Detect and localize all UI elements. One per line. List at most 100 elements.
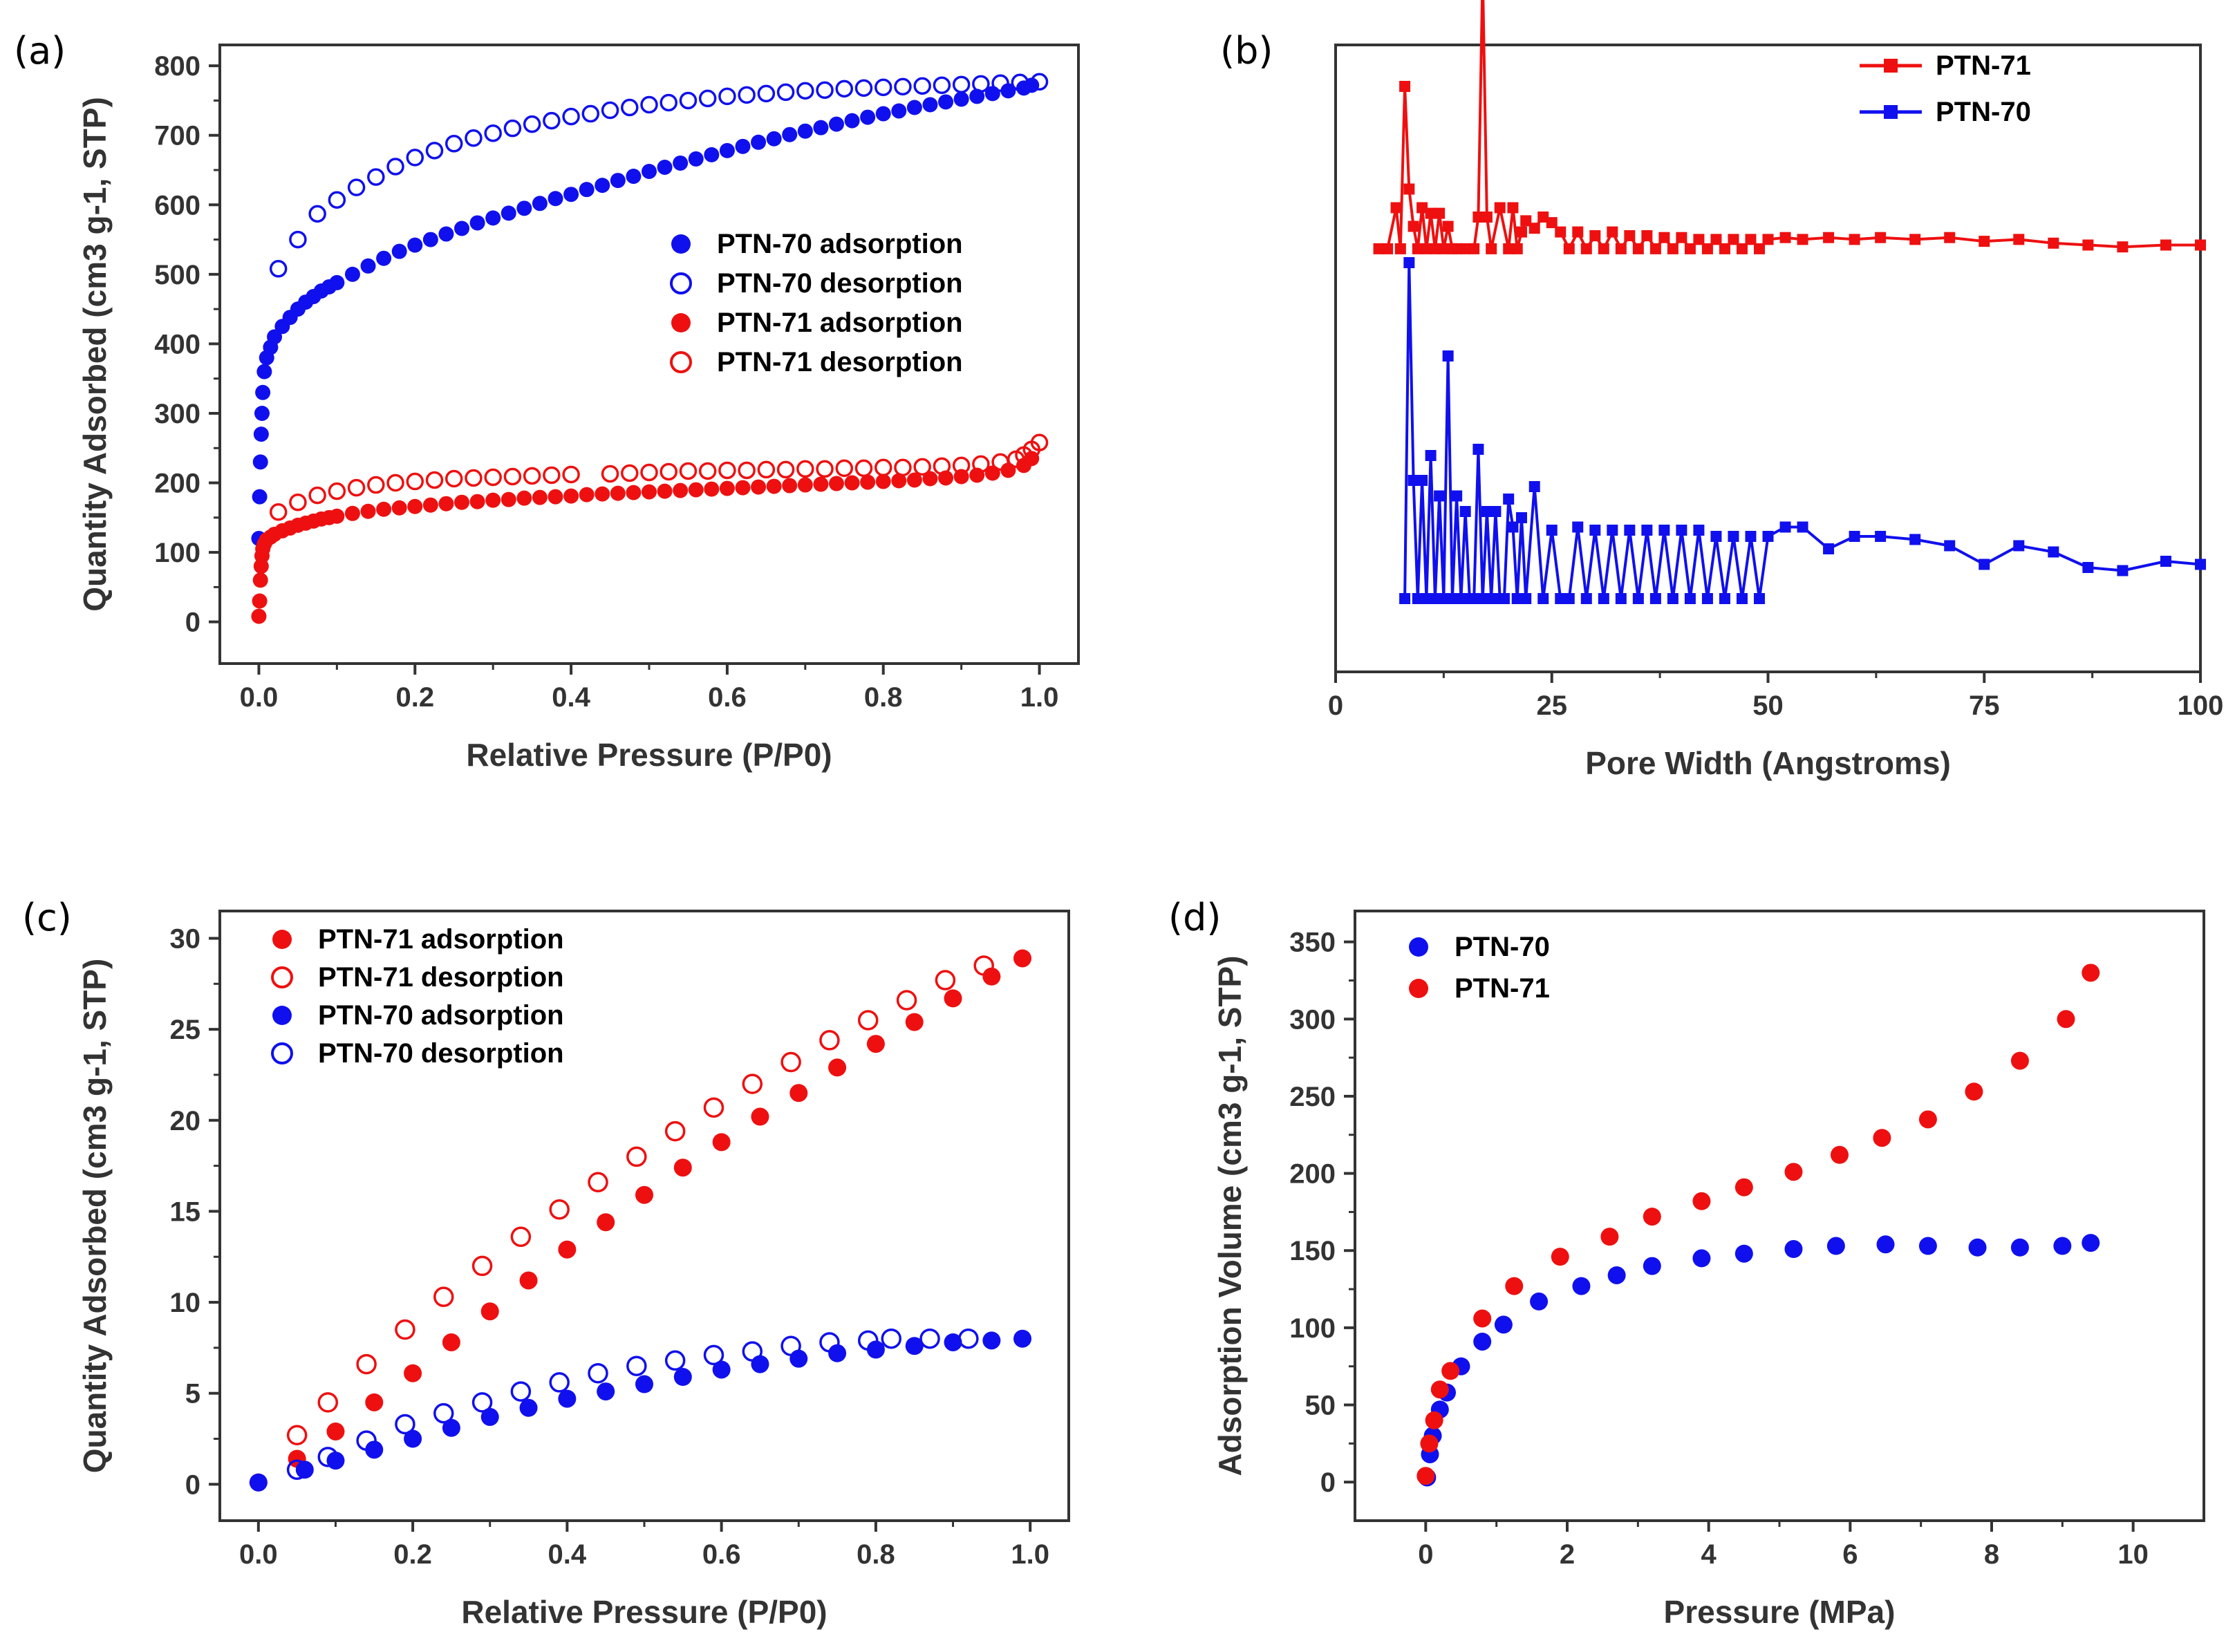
data-point [751, 134, 767, 150]
data-point [1572, 1277, 1591, 1295]
data-point [828, 1058, 847, 1077]
data-point [1030, 73, 1049, 91]
data-point [1830, 1145, 1849, 1164]
series-ptn-70-desorption [269, 73, 1049, 278]
data-point [1408, 475, 1419, 486]
data-point [469, 215, 485, 231]
data-point [1658, 525, 1670, 536]
data-point [269, 260, 288, 278]
data-point [742, 1341, 763, 1362]
data-point [356, 1430, 377, 1451]
data-point [1589, 525, 1601, 536]
data-point [664, 1350, 686, 1371]
y-tick-label: 200 [154, 469, 200, 499]
data-point [484, 124, 502, 142]
data-point [973, 955, 994, 976]
data-point [1416, 202, 1428, 214]
data-point [367, 168, 385, 186]
data-point [601, 464, 619, 483]
y-tick-label: 100 [1289, 1313, 1336, 1344]
data-point [913, 458, 931, 476]
data-point [367, 476, 385, 494]
data-point [1684, 243, 1696, 254]
data-point [1528, 223, 1540, 234]
x-tick-label: 0.8 [864, 682, 903, 713]
data-point [503, 119, 522, 138]
y-tick-label: 100 [154, 538, 200, 568]
data-point [1875, 531, 1887, 542]
y-tick-label: 300 [1289, 1004, 1336, 1035]
data-point [642, 484, 657, 500]
data-point [425, 142, 444, 160]
data-point [640, 463, 658, 482]
data-point [1692, 1192, 1711, 1210]
data-point [1429, 593, 1441, 604]
chart-c: 0.0 0.2 0.4 0.6 0.8 1.0 0 5 10 15 20 25 30 Relative P… [77, 910, 1070, 1630]
data-point [523, 467, 541, 485]
data-point [776, 83, 795, 102]
y-tick-label: 0 [185, 1470, 200, 1500]
data-point [480, 1302, 499, 1321]
data-point [519, 1271, 538, 1290]
data-point [712, 1360, 731, 1379]
data-point [688, 151, 704, 167]
series-ptn-70-desorption [286, 1328, 979, 1481]
data-point [1632, 593, 1644, 604]
data-point [595, 178, 610, 194]
data-point [1455, 593, 1467, 604]
data-point [1511, 593, 1523, 604]
data-point [642, 164, 657, 180]
data-point [1399, 81, 1411, 92]
data-point [1507, 202, 1519, 214]
data-point [621, 98, 639, 117]
data-point [1632, 243, 1644, 254]
x-tick-label: 0 [1418, 1539, 1433, 1570]
data-point [1000, 83, 1016, 99]
data-point [1394, 243, 1406, 254]
data-point [1641, 525, 1653, 536]
data-point [1968, 1238, 1987, 1257]
data-point [516, 490, 532, 506]
data-point [1390, 202, 1402, 214]
data-point [621, 464, 639, 482]
data-point [286, 1425, 308, 1446]
data-point [1403, 257, 1415, 268]
data-point [688, 482, 704, 498]
data-point [442, 1418, 460, 1437]
data-point [1762, 234, 1774, 245]
data-point [1692, 1249, 1711, 1268]
data-point [679, 462, 698, 480]
data-point [1580, 593, 1592, 604]
data-point [1649, 243, 1661, 254]
data-point [919, 1328, 940, 1349]
data-point [657, 159, 673, 175]
series-ptn-70 [1418, 1234, 2100, 1487]
data-point [1753, 593, 1765, 604]
data-point [523, 115, 541, 133]
legend-label: PTN-70 [1455, 932, 1550, 962]
data-point [819, 1332, 840, 1353]
data-point [1438, 593, 1450, 604]
data-point [891, 103, 907, 119]
plot-frame [1334, 44, 2202, 673]
data-point [922, 471, 938, 487]
legend-marker [670, 272, 692, 294]
data-point [780, 1335, 801, 1356]
data-point [782, 126, 798, 142]
series-ptn-71-desorption [286, 955, 994, 1446]
data-point [1420, 1434, 1439, 1453]
data-point [1486, 593, 1497, 604]
data-point [1473, 1309, 1492, 1328]
data-point [1745, 234, 1757, 245]
legend-marker [1409, 937, 1428, 957]
data-point [438, 226, 454, 242]
data-point [289, 493, 307, 511]
data-point [828, 116, 844, 132]
legend-label: PTN-71 desorption [318, 962, 564, 993]
data-point [1408, 220, 1419, 232]
data-point [1710, 234, 1722, 245]
x-axis-title: Relative Pressure (P/P0) [461, 1594, 827, 1630]
data-point [252, 593, 268, 609]
data-point [1701, 243, 1713, 254]
